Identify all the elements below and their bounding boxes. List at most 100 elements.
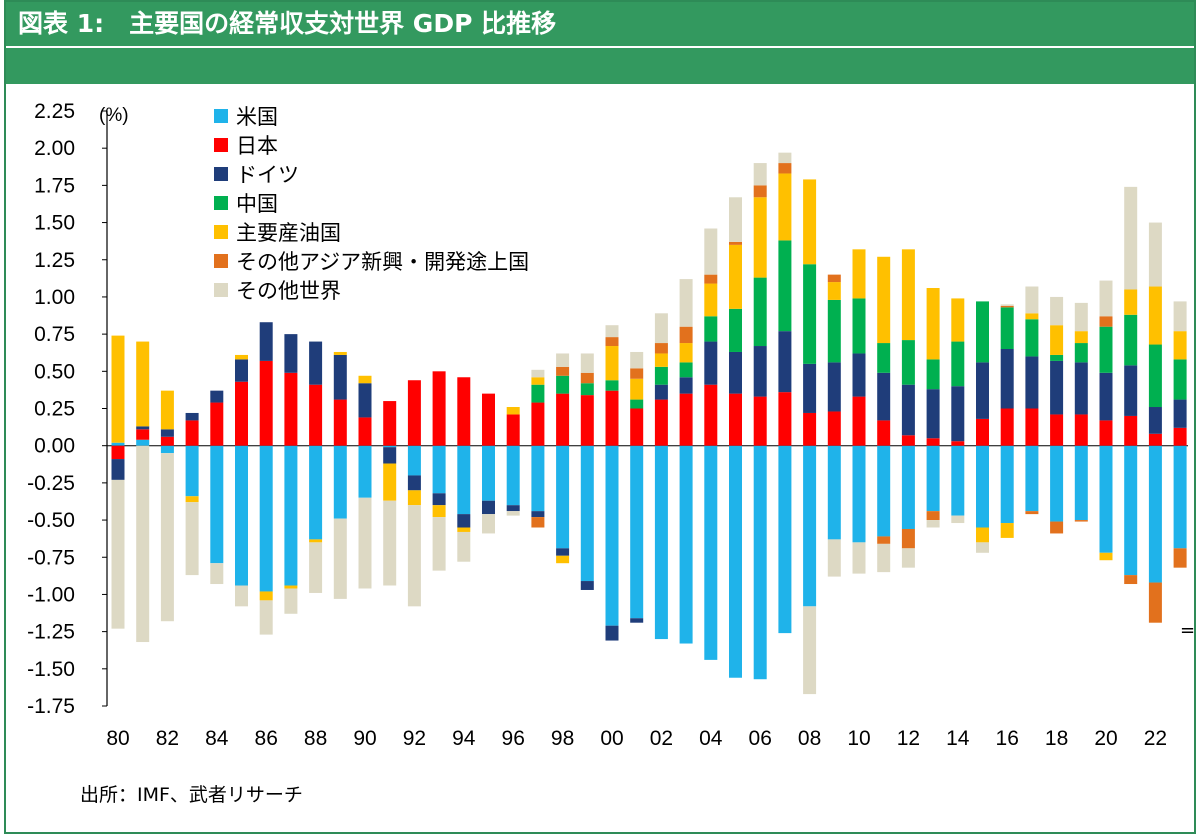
legend-swatch (214, 167, 228, 181)
bar-segment (877, 256, 891, 344)
bar-segment (827, 445, 841, 540)
bar-segment (531, 445, 545, 512)
y-tick-label: 2.00 (34, 137, 75, 160)
legend-label: 主要産油国 (236, 221, 341, 245)
bar-segment (309, 539, 323, 543)
bar-segment (556, 393, 570, 446)
y-tick-label: 2.25 (34, 100, 75, 123)
bar-segment (1074, 302, 1088, 332)
bar-segment (901, 548, 915, 568)
bar-segment (358, 445, 372, 498)
bar-segment (457, 527, 471, 532)
x-tick-label: 90 (353, 727, 376, 750)
bar-segment (951, 441, 965, 446)
legend-swatch (214, 196, 228, 210)
y-tick-label: 0.25 (34, 398, 75, 421)
bar-segment (753, 346, 767, 397)
bar-segment (951, 386, 965, 442)
bar-segment (654, 366, 668, 385)
bar-segment (407, 505, 421, 607)
y-tick-label: -1.00 (27, 583, 75, 606)
bar-segment (160, 453, 174, 622)
bar-segment (482, 393, 495, 446)
bar-segment (852, 298, 866, 354)
bar-segment (160, 445, 174, 454)
y-tick-label: -1.25 (27, 621, 75, 644)
x-tick-label: 10 (847, 727, 870, 750)
bar-segment (284, 445, 298, 586)
bar-segment (729, 244, 742, 309)
x-tick-label: 12 (897, 727, 920, 750)
bar-segment (926, 438, 940, 446)
bar-segment (753, 185, 767, 198)
bar-segment (605, 337, 619, 347)
bar-segment (877, 372, 891, 421)
y-tick-label: -0.25 (27, 472, 75, 495)
bar-segment (506, 511, 520, 516)
bar-segment (136, 426, 150, 430)
bar-segment (482, 500, 495, 515)
bar-segment (556, 548, 570, 556)
y-tick-label: 1.75 (34, 174, 75, 197)
bar-segment (877, 445, 891, 537)
bar-segment (1050, 445, 1064, 522)
bar-segment (235, 585, 248, 607)
bar-segment (1124, 365, 1138, 416)
bar-segment (309, 542, 323, 593)
bar-segment (1074, 343, 1088, 363)
bar-segment (580, 383, 594, 396)
bar-segment (185, 420, 199, 446)
bar-segment (160, 429, 174, 437)
bar-segment (1124, 445, 1138, 576)
bar-segment (778, 392, 792, 446)
figure-title: 図表 1: 主要国の経常収支対世界 GDP 比推移 (6, 2, 1194, 46)
bar-segment (976, 527, 989, 543)
bar-segment (729, 445, 742, 678)
bar-segment (654, 445, 668, 640)
bar-segment (827, 274, 841, 283)
bar-segment (1099, 280, 1113, 317)
legend-swatch (214, 254, 228, 268)
legend-swatch (214, 225, 228, 239)
bar-segment (827, 539, 841, 577)
bar-segment (704, 274, 718, 284)
bar-segment (976, 445, 989, 528)
bar-segment (852, 249, 866, 299)
bar-segment (679, 279, 693, 327)
bar-segment (679, 377, 693, 394)
x-tick-label: 84 (205, 727, 229, 750)
bar-segment (1000, 304, 1014, 306)
bar-segment (111, 459, 125, 480)
bar-segment (753, 163, 767, 186)
bar-segment (877, 543, 891, 573)
x-tick-label: 22 (1144, 727, 1167, 750)
bar-segment (951, 445, 965, 516)
y-tick-label: 0.50 (34, 360, 75, 383)
bar-segment (729, 197, 742, 242)
bar-segment (630, 408, 644, 446)
bar-segment (1074, 362, 1088, 415)
bar-segment (136, 429, 150, 440)
bar-segment (803, 445, 817, 607)
bar-segment (1099, 316, 1113, 327)
bar-segment (704, 228, 718, 275)
bar-segment (951, 515, 965, 524)
bar-segment (1050, 296, 1064, 326)
bar-segment (1173, 331, 1187, 360)
x-tick-label: 96 (502, 727, 525, 750)
bar-segment (729, 393, 742, 446)
bar-segment (556, 353, 570, 367)
bar-segment (1148, 222, 1162, 287)
bar-segment (457, 377, 471, 446)
y-tick-label: 0.75 (34, 323, 75, 346)
bar-segment (333, 399, 347, 446)
bar-segment (185, 412, 199, 421)
bar-segment (704, 445, 718, 660)
bar-segment (803, 412, 817, 446)
bar-segment (111, 442, 125, 446)
bar-segment (136, 341, 150, 427)
bar-segment (630, 399, 644, 409)
bar-segment (630, 445, 644, 619)
bar-segment (951, 341, 965, 387)
bar-segment (1173, 399, 1187, 428)
